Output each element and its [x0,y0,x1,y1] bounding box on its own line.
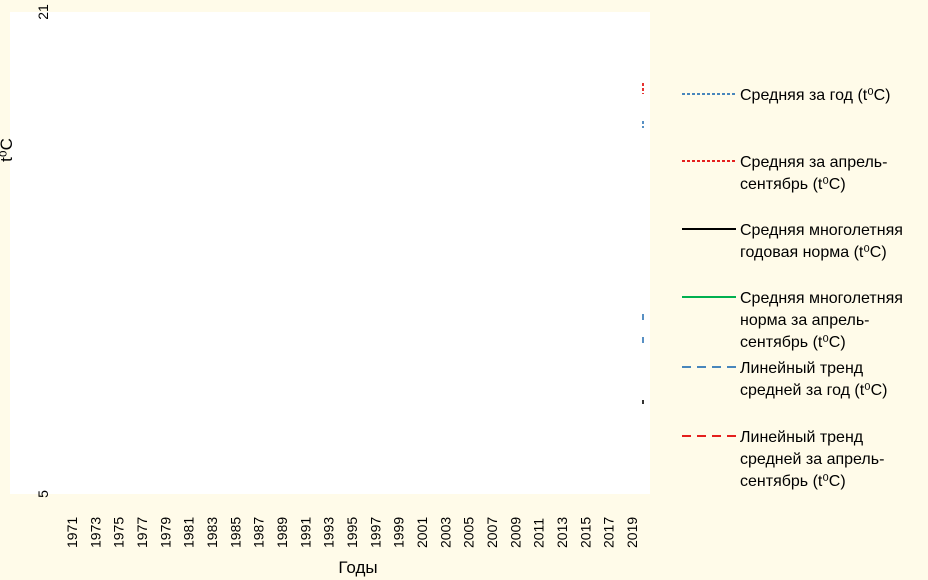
x-tick-label: 2013 [554,517,570,548]
x-tick-label: 2011 [531,518,547,548]
x-tick-label: 1979 [157,517,173,548]
legend-label: Средняя многолетняя годовая норма (t⁰C) [740,222,903,261]
legend-label-line: Линейный тренд [740,360,864,377]
legend-label-line: сентябрь (t⁰C) [740,473,846,490]
legend-label-line: средней за апрель- [740,451,884,468]
legend-label-line: Средняя многолетняя [740,222,903,239]
x-tick-label: 1983 [204,517,220,548]
x-tick-label: 1971 [64,517,80,548]
legend-entry: Линейный тренд средней за год (t⁰C) [682,360,887,399]
legend-label: Средняя за год (t⁰C) [740,87,891,104]
x-tick-label: 2003 [437,517,453,548]
x-tick-label: 1981 [181,517,197,548]
legend-label-line: годовая норма (t⁰C) [740,244,887,261]
x-tick-label: 1999 [391,517,407,548]
legend-entry: Средняя за год (t⁰C) [682,87,891,104]
x-tick-label: 1985 [227,517,243,548]
plot-area [10,12,650,494]
x-tick-label: 2015 [577,517,593,548]
x-tick-label: 1987 [251,517,267,548]
x-tick-label: 1993 [321,517,337,548]
x-tick-label: 1975 [111,517,127,548]
legend: Средняя за год (t⁰C) Средняя за апрель-се… [682,87,903,490]
legend-label: Линейный тренд средней за апрель-сентябрь… [740,429,884,490]
legend-entry: Средняя многолетняя норма за апрель-сентя… [682,290,903,351]
legend-label-line: Средняя за апрель- [740,154,887,171]
x-tick-label: 1973 [87,517,103,548]
legend-label-line: Средняя многолетняя [740,290,903,307]
x-tick-label: 2019 [624,517,640,548]
legend-label-line: Средняя за год (t⁰C) [740,87,891,104]
y-tick-label: 21 [35,4,51,20]
x-axis-tick-labels: 1971 1973 1975 1977 1979 1981 1983 1985 1987 1989… [64,517,640,548]
legend-label: Линейный тренд средней за год (t⁰C) [740,360,887,399]
legend-label: Средняя многолетняя норма за апрель-сентя… [740,290,903,351]
x-tick-label: 1997 [367,517,383,548]
y-axis-tick-labels: 21 5 [35,4,51,498]
legend-label-line: норма за апрель- [740,312,869,329]
legend-entry: Линейный тренд средней за апрель-сентябрь… [682,429,884,490]
x-tick-label: 2001 [414,517,430,548]
legend-label-line: средней за год (t⁰C) [740,382,887,399]
x-tick-label: 2009 [507,517,523,548]
legend-entry: Средняя за апрель-сентябрь (t⁰C) [682,154,887,193]
y-axis-title: t⁰C [0,138,16,162]
legend-label-line: сентябрь (t⁰C) [740,176,846,193]
x-tick-label: 2007 [484,517,500,548]
legend-entry: Средняя многолетняя годовая норма (t⁰C) [682,222,903,261]
x-tick-label: 1991 [297,517,313,548]
x-axis-title: Годы [338,558,377,577]
legend-label-line: Линейный тренд [740,429,864,446]
legend-label: Средняя за апрель-сентябрь (t⁰C) [740,154,887,193]
x-tick-label: 1977 [134,517,150,548]
x-tick-label: 1989 [274,517,290,548]
y-tick-label: 5 [35,490,51,498]
x-tick-label: 2017 [601,517,617,548]
legend-label-line: сентябрь (t⁰C) [740,334,846,351]
x-tick-label: 1995 [344,517,360,548]
x-tick-label: 2005 [461,517,477,548]
